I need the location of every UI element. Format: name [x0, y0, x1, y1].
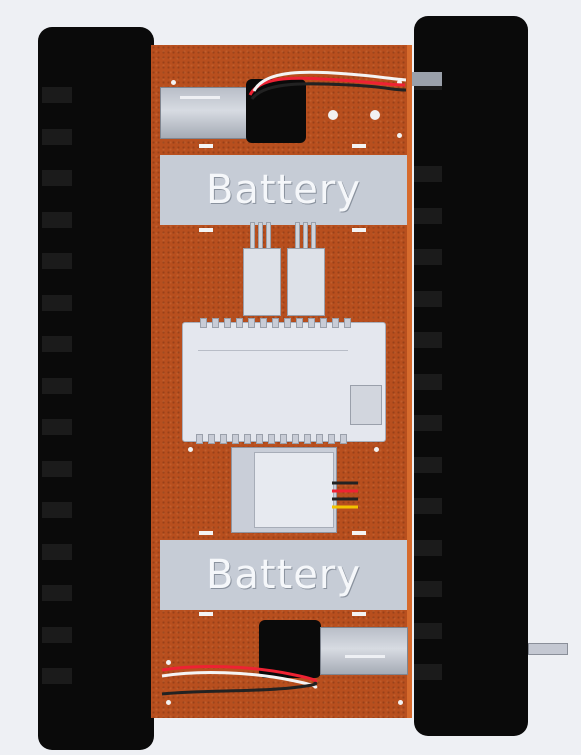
plc-top-pins [200, 318, 370, 328]
mount-hole [397, 80, 402, 85]
mount-tab [352, 612, 366, 616]
left-track-treads [38, 27, 154, 750]
mount-tab [199, 612, 213, 616]
mount-hole [374, 447, 379, 452]
mount-tab [352, 228, 366, 232]
bottom-axle [528, 643, 568, 655]
battery-top-label: Battery [205, 167, 362, 213]
chassis-board-edge [407, 45, 412, 718]
power-module-board [254, 452, 334, 528]
battery-bottom: Battery [160, 540, 407, 610]
bottom-motor-wires [161, 665, 318, 696]
mount-hole [397, 133, 402, 138]
power-module-wires [332, 481, 358, 509]
top-motor-wires [248, 70, 407, 100]
mount-hole [188, 447, 193, 452]
plc-bottom-pins [196, 434, 366, 444]
battery-bottom-label: Battery [205, 552, 362, 598]
plc-module-panel [350, 385, 382, 425]
battery-top: Battery [160, 155, 407, 225]
motor-driver-right [287, 248, 325, 316]
mount-hole [166, 660, 171, 665]
motor-driver-left [243, 248, 281, 316]
plc-divider [198, 350, 348, 351]
top-motor-gearbox [160, 87, 250, 139]
mount-tab [199, 144, 213, 148]
top-motor-gearbox-line [180, 96, 220, 99]
mount-hole [398, 700, 403, 705]
bottom-motor-gearbox [320, 627, 408, 675]
mount-hole [166, 700, 171, 705]
motor-drivers [240, 218, 330, 318]
mount-hole [171, 80, 176, 85]
mount-tab [199, 531, 213, 535]
mount-tab [199, 228, 213, 232]
right-track-treads [414, 16, 528, 736]
mount-hole [370, 110, 380, 120]
mount-tab [352, 144, 366, 148]
bottom-motor-gearbox-line [345, 655, 385, 658]
mount-hole [328, 110, 338, 120]
mount-tab [352, 531, 366, 535]
top-axle [412, 72, 442, 86]
bottom-motor [259, 620, 321, 678]
